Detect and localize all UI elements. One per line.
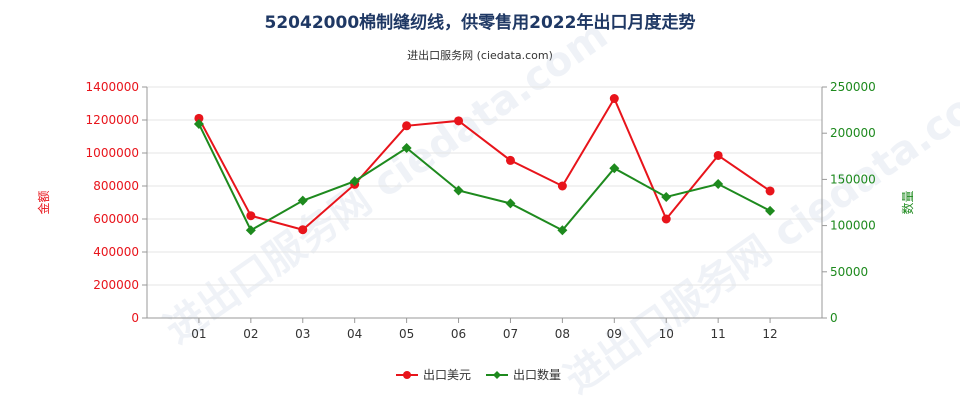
data-point-amount: [298, 225, 308, 235]
data-point-quantity: [193, 118, 204, 129]
data-point-amount: [609, 94, 619, 104]
y-left-tick-label: 600000: [93, 212, 139, 226]
y-right-axis-title: 数量: [900, 190, 915, 214]
data-point-quantity: [505, 198, 516, 209]
y-left-tick-label: 1400000: [86, 80, 139, 94]
y-right-tick-label: 0: [830, 311, 838, 325]
x-tick-label: 10: [659, 327, 674, 341]
y-right-tick-label: 100000: [830, 219, 876, 233]
data-point-amount: [661, 214, 671, 224]
y-left-tick-label: 1200000: [86, 113, 139, 127]
x-tick-label: 06: [451, 327, 466, 341]
x-tick-label: 02: [243, 327, 258, 341]
x-tick-label: 05: [399, 327, 414, 341]
data-point-quantity: [765, 205, 776, 216]
y-right-tick-label: 200000: [830, 126, 876, 140]
data-point-amount: [505, 155, 515, 165]
x-tick-label: 04: [347, 327, 362, 341]
y-right-tick-label: 50000: [830, 265, 868, 279]
data-point-amount: [402, 121, 412, 131]
x-tick-label: 11: [711, 327, 726, 341]
series-line-quantity: [198, 123, 771, 232]
legend-marker-amount: [403, 371, 411, 379]
legend-label: 出口美元: [423, 368, 471, 382]
data-point-quantity: [401, 142, 412, 153]
data-point-quantity: [349, 176, 360, 187]
data-point-quantity: [713, 179, 724, 190]
data-point-amount: [246, 211, 256, 221]
x-tick-label: 07: [503, 327, 518, 341]
data-point-quantity: [297, 195, 308, 206]
x-tick-label: 03: [295, 327, 310, 341]
x-tick-label: 08: [555, 327, 570, 341]
data-point-amount: [194, 113, 204, 123]
data-point-amount: [713, 150, 723, 160]
y-left-axis-title: 金额: [36, 190, 51, 214]
data-point-amount: [765, 186, 775, 196]
legend-marker-quantity: [493, 371, 501, 379]
y-right-tick-label: 150000: [830, 172, 876, 186]
data-point-amount: [557, 181, 567, 191]
y-left-tick-label: 1000000: [86, 146, 139, 160]
y-left-tick-label: 400000: [93, 245, 139, 259]
x-tick-label: 01: [191, 327, 206, 341]
chart-title: 52042000棉制缝纫线，供零售用2022年出口月度走势: [264, 13, 696, 33]
x-tick-label: 09: [607, 327, 622, 341]
chart-subtitle: 进出口服务网 (ciedata.com): [407, 49, 553, 62]
y-left-tick-label: 200000: [93, 278, 139, 292]
y-left-tick-label: 0: [131, 311, 139, 325]
x-tick-label: 12: [762, 327, 777, 341]
data-point-quantity: [245, 225, 256, 236]
data-point-quantity: [453, 185, 464, 196]
data-point-quantity: [557, 225, 568, 236]
y-right-tick-label: 250000: [830, 80, 876, 94]
legend-label: 出口数量: [513, 367, 561, 382]
y-left-tick-label: 800000: [93, 179, 139, 193]
data-point-amount: [454, 116, 464, 126]
data-point-quantity: [609, 163, 620, 174]
data-point-quantity: [661, 191, 672, 202]
series-line-amount: [198, 96, 771, 231]
